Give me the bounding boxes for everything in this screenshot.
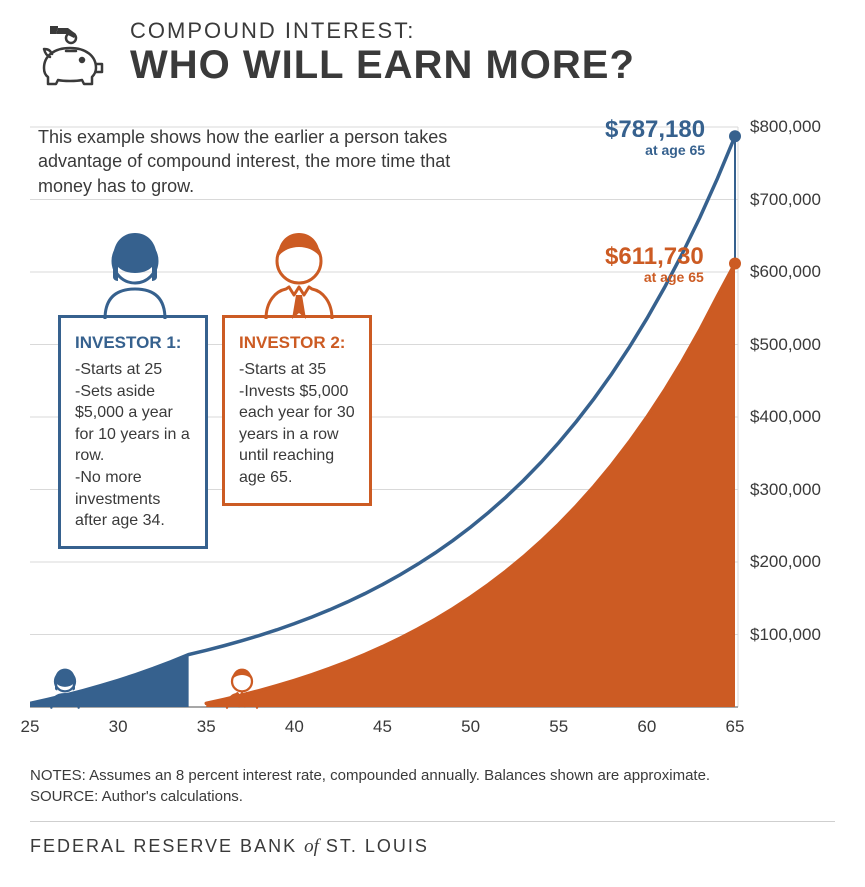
x-tick-label: 50 (461, 717, 480, 737)
chart: This example shows how the earlier a per… (30, 117, 835, 757)
title-block: COMPOUND INTEREST: WHO WILL EARN MORE? (130, 18, 835, 86)
header: COMPOUND INTEREST: WHO WILL EARN MORE? (0, 0, 865, 107)
info-box-investor2-line: -Starts at 35 (239, 359, 355, 381)
y-tick-label: $100,000 (750, 625, 821, 645)
notes-line: SOURCE: Author's calculations. (30, 786, 835, 807)
info-box-investor1-heading: INVESTOR 1: (75, 332, 191, 355)
investor1-small-avatar-icon (40, 661, 90, 714)
info-box-investor2: INVESTOR 2: -Starts at 35 -Invests $5,00… (222, 315, 372, 506)
x-tick-label: 60 (637, 717, 656, 737)
callout-investor2-value: $611,730 (605, 245, 704, 269)
callout-investor1: $787,180 at age 65 (605, 118, 705, 158)
x-tick-label: 25 (21, 717, 40, 737)
x-tick-label: 65 (726, 717, 745, 737)
callout-investor2: $611,730 at age 65 (605, 245, 704, 285)
footer-bank: FEDERAL RESERVE BANK (30, 836, 297, 856)
info-box-investor1-line: -No more investments after age 34. (75, 467, 191, 532)
y-tick-label: $400,000 (750, 407, 821, 427)
y-tick-label: $700,000 (750, 190, 821, 210)
footer-of: of (304, 836, 319, 857)
notes: NOTES: Assumes an 8 percent interest rat… (30, 757, 835, 807)
investor2-avatar-icon (244, 219, 354, 324)
y-tick-label: $300,000 (750, 480, 821, 500)
callout-investor2-age: at age 65 (605, 269, 704, 285)
x-tick-label: 40 (285, 717, 304, 737)
info-box-investor1-line: -Sets aside $5,000 a year for 10 years i… (75, 381, 191, 467)
subtitle: COMPOUND INTEREST: (130, 18, 835, 44)
intro-text: This example shows how the earlier a per… (38, 125, 458, 198)
callout-investor1-value: $787,180 (605, 118, 705, 142)
info-box-investor2-heading: INVESTOR 2: (239, 332, 355, 355)
y-tick-label: $500,000 (750, 335, 821, 355)
y-tick-label: $200,000 (750, 552, 821, 572)
callout-investor1-age: at age 65 (605, 142, 705, 158)
info-box-investor1-line: -Starts at 25 (75, 359, 191, 381)
x-tick-label: 45 (373, 717, 392, 737)
info-box-investor2-line: -Invests $5,000 each year for 30 years i… (239, 381, 355, 489)
x-tick-label: 30 (109, 717, 128, 737)
y-tick-label: $600,000 (750, 262, 821, 282)
main-title: WHO WILL EARN MORE? (130, 44, 835, 86)
x-tick-label: 35 (197, 717, 216, 737)
y-tick-label: $800,000 (750, 117, 821, 137)
x-tick-label: 55 (549, 717, 568, 737)
investor2-small-avatar-icon (217, 661, 267, 714)
footer-bank: ST. LOUIS (326, 836, 429, 856)
piggy-bank-icon (30, 24, 112, 99)
footer: FEDERAL RESERVE BANK of ST. LOUIS (30, 821, 835, 858)
notes-line: NOTES: Assumes an 8 percent interest rat… (30, 765, 835, 786)
info-box-investor1: INVESTOR 1: -Starts at 25 -Sets aside $5… (58, 315, 208, 549)
investor1-avatar-icon (80, 219, 190, 324)
